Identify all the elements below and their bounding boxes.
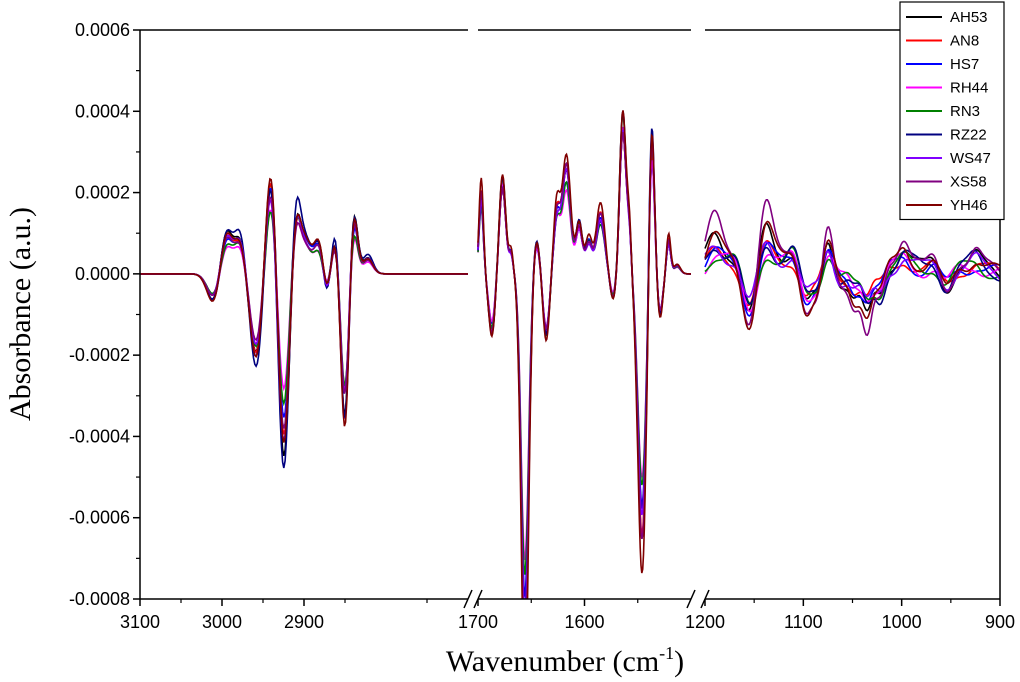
y-axis-title: Absorbance (a.u.)	[4, 207, 37, 421]
legend-item: WS47	[906, 150, 991, 167]
legend-label: WS47	[950, 150, 991, 167]
x-axis-title-close: )	[674, 645, 684, 678]
axis-break-slash	[700, 589, 710, 609]
legend-label: RZ22	[950, 127, 987, 144]
series-line-xs58-seg2	[704, 199, 1000, 337]
plot-frame	[139, 29, 1001, 600]
legend-item: HS7	[906, 56, 979, 73]
x-tick-label: 3000	[202, 612, 242, 632]
y-tick-label: 0.0002	[75, 183, 130, 203]
axis-break-slash	[686, 589, 696, 609]
x-tick-label: 1200	[685, 612, 725, 632]
series-line-ws47-seg0	[140, 198, 468, 441]
series-line-ws47-seg2	[704, 241, 1000, 298]
x-tick-labels: 3100 3000 2900 1700 1600 1200 1100 1000 900	[120, 612, 1015, 632]
legend-label: AH53	[950, 9, 988, 26]
legend-item: XS58	[906, 174, 987, 191]
legend-item: AN8	[906, 33, 979, 50]
legend-label: AN8	[950, 33, 979, 50]
x-axis-title: Wavenumber (cm-1)	[446, 643, 684, 678]
series-line-yh46-seg1	[477, 110, 691, 599]
series-line-an8-seg1	[477, 131, 691, 599]
series-layer	[140, 110, 1000, 599]
axis-break-gap	[469, 596, 477, 602]
series-line-xs58-seg1	[477, 131, 691, 599]
y-tick-label: -0.0004	[69, 426, 130, 446]
tick-marks	[133, 29, 1001, 606]
x-tick-label: 1100	[784, 612, 823, 632]
legend-item: AH53	[906, 9, 988, 26]
x-axis-title-superscript: -1	[659, 643, 674, 663]
series-line-rn3-seg1	[477, 113, 691, 575]
legend-label: XS58	[950, 174, 987, 191]
x-tick-label: 900	[985, 612, 1015, 632]
x-tick-label: 2900	[284, 612, 324, 632]
series-line-rz22-seg1	[477, 110, 691, 599]
x-tick-label: 1700	[458, 612, 498, 632]
legend-label: YH46	[950, 197, 988, 214]
series-yh46	[140, 110, 1000, 599]
x-tick-label: 1000	[882, 612, 922, 632]
y-tick-label: 0.0006	[75, 20, 130, 40]
series-line-ws47-seg1	[477, 129, 691, 599]
series-line-ah53-seg1	[477, 131, 691, 599]
axis-break-gap	[692, 596, 704, 602]
y-tick-label: 0.0004	[75, 101, 130, 121]
series-line-an8-seg0	[140, 182, 468, 435]
x-axis-title-text: Wavenumber (cm	[446, 645, 659, 678]
y-tick-labels: 0.0006 0.0004 0.0002 0.0000 -0.0002 -0.0004 -0…	[69, 20, 130, 609]
x-tick-label: 1600	[564, 612, 604, 632]
legend-item: RZ22	[906, 127, 987, 144]
legend-label: HS7	[950, 56, 979, 73]
axis-break-marks	[463, 589, 710, 609]
y-tick-label: -0.0008	[69, 589, 130, 609]
axis-break-slash	[473, 589, 483, 609]
legend-item: RN3	[906, 103, 980, 120]
legend: AH53 AN8 HS7 RH44 RN3 RZ22 WS47 XS58 YH46	[899, 1, 1005, 221]
y-tick-label: -0.0002	[69, 345, 130, 365]
y-tick-label: 0.0000	[75, 264, 130, 284]
series-line-hs7-seg1	[477, 129, 691, 597]
legend-item: YH46	[906, 197, 988, 214]
legend-label: RH44	[950, 80, 988, 97]
legend-item: RH44	[906, 80, 988, 97]
legend-label: RN3	[950, 103, 980, 120]
x-tick-label: 3100	[120, 612, 160, 632]
axis-break-slash	[463, 589, 473, 609]
series-line-rh44-seg1	[477, 126, 691, 561]
series-line-yh46-seg2	[704, 220, 1000, 331]
series-line-yh46-seg0	[140, 177, 468, 443]
y-tick-label: -0.0006	[69, 508, 130, 528]
